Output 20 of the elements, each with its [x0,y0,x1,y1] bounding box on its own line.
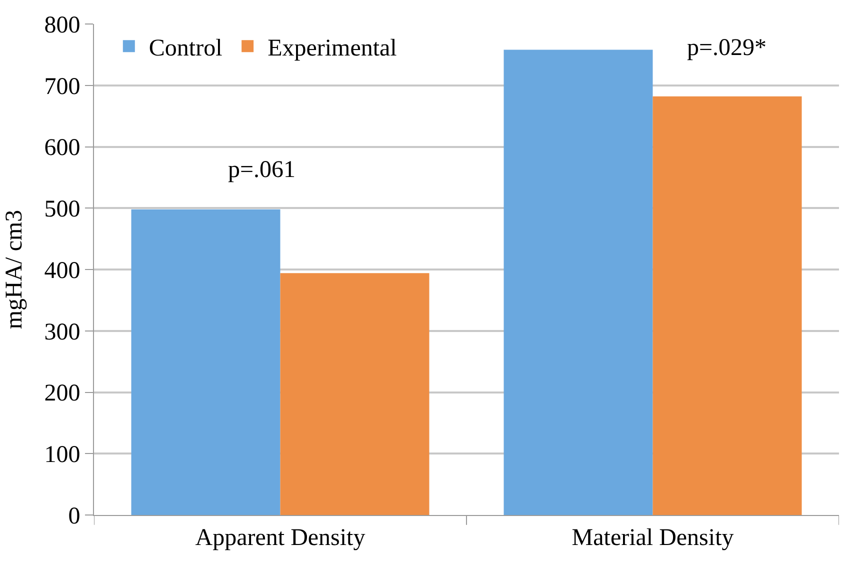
y-tick-label: 700 [44,74,80,100]
x-tick-label: Material Density [572,524,734,551]
y-tick-label: 400 [44,258,80,284]
y-tick-label: 600 [44,135,80,162]
y-tick-label: 100 [44,442,80,468]
bar [280,273,430,515]
y-tick-label: 300 [44,319,80,346]
legend-label: Control [148,35,223,62]
bar [131,209,280,515]
y-tick-label: 500 [44,196,80,223]
y-axis-title: mgHA/ cm3 [1,210,28,330]
bar [652,96,802,515]
y-tick-label: 200 [44,380,80,407]
bar [504,50,653,515]
x-tick-label: Apparent Density [195,524,366,551]
annotation: p=.029* [687,35,767,61]
y-tick-label: 0 [68,503,80,530]
legend-label: Experimental [268,35,398,62]
annotation: p=.061 [228,157,296,183]
y-tick-label: 800 [44,12,80,38]
